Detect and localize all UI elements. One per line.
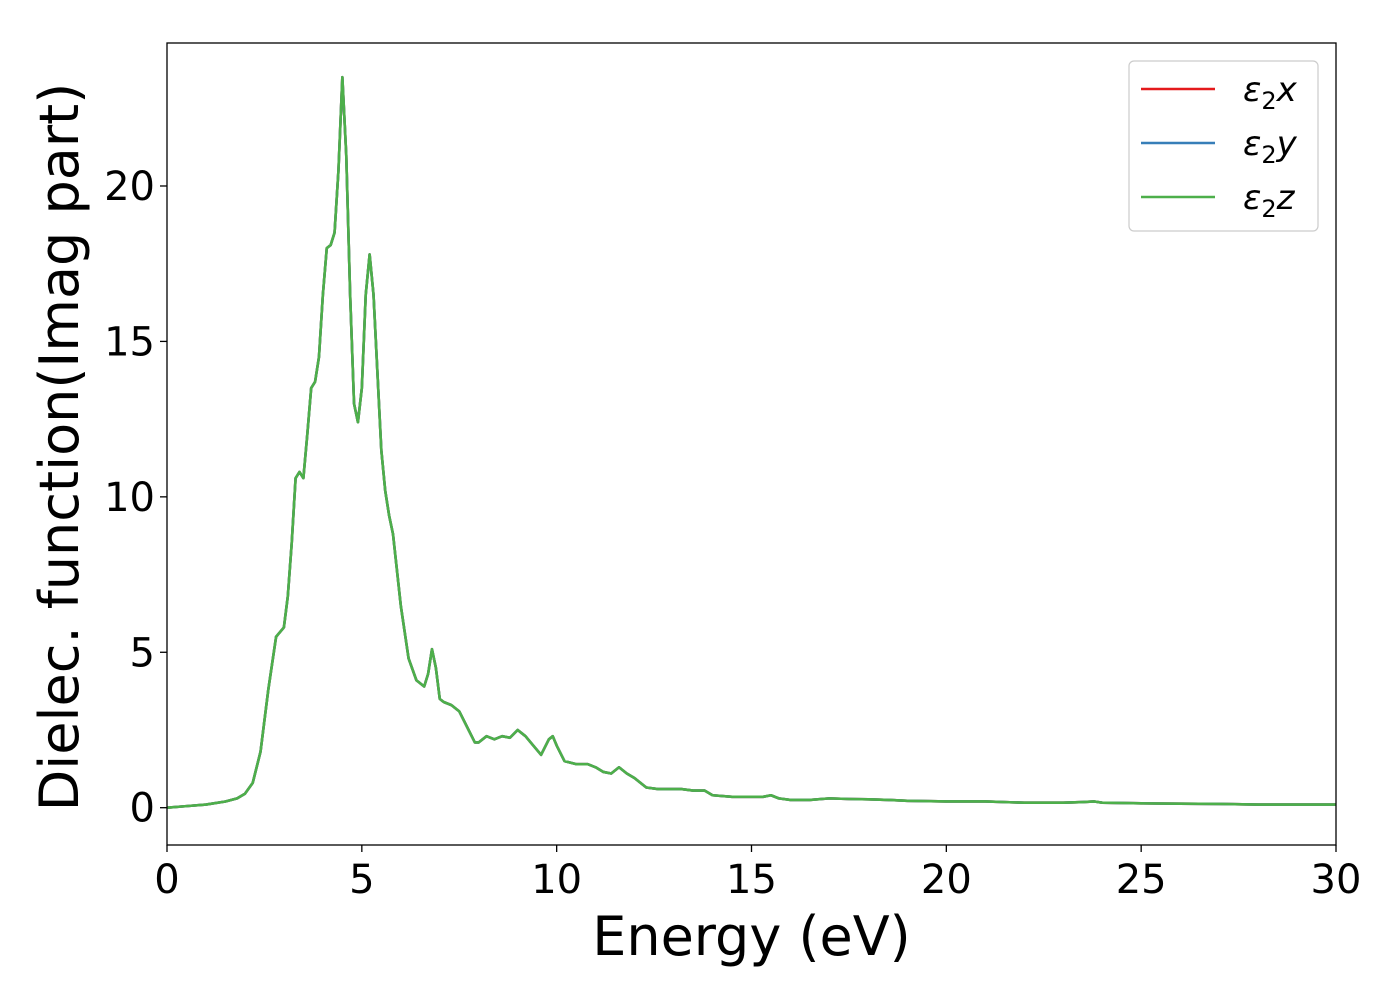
y-tick-label: 10 — [104, 475, 155, 521]
y-axis-label: Dielec. function(Imag part) — [28, 83, 91, 812]
x-tick-label: 15 — [726, 857, 777, 903]
y-tick-label: 0 — [130, 786, 155, 832]
y-tick-label: 20 — [104, 164, 155, 210]
legend-label-x: ε2x — [1243, 70, 1298, 115]
x-tick-label: 5 — [349, 857, 374, 903]
x-tick-label: 20 — [921, 857, 972, 903]
legend-box — [1128, 60, 1319, 232]
y-tick-label: 15 — [104, 319, 155, 365]
legend: ε2x ε2y ε2z — [1128, 60, 1319, 232]
series-line-z — [167, 75, 1336, 809]
series-layer — [167, 75, 1336, 809]
x-tick-label: 30 — [1311, 857, 1362, 903]
x-tick-label: 25 — [1116, 857, 1167, 903]
legend-label-z: ε2z — [1243, 178, 1296, 223]
x-axis-ticks: 0 5 10 15 20 25 30 — [154, 845, 1361, 903]
y-axis-ticks: 0 5 10 15 20 — [104, 164, 167, 832]
y-tick-label: 5 — [130, 630, 155, 676]
legend-label-y: ε2y — [1243, 124, 1298, 169]
x-tick-label: 10 — [531, 857, 582, 903]
x-axis-label: Energy (eV) — [592, 905, 911, 968]
x-tick-label: 0 — [154, 857, 179, 903]
